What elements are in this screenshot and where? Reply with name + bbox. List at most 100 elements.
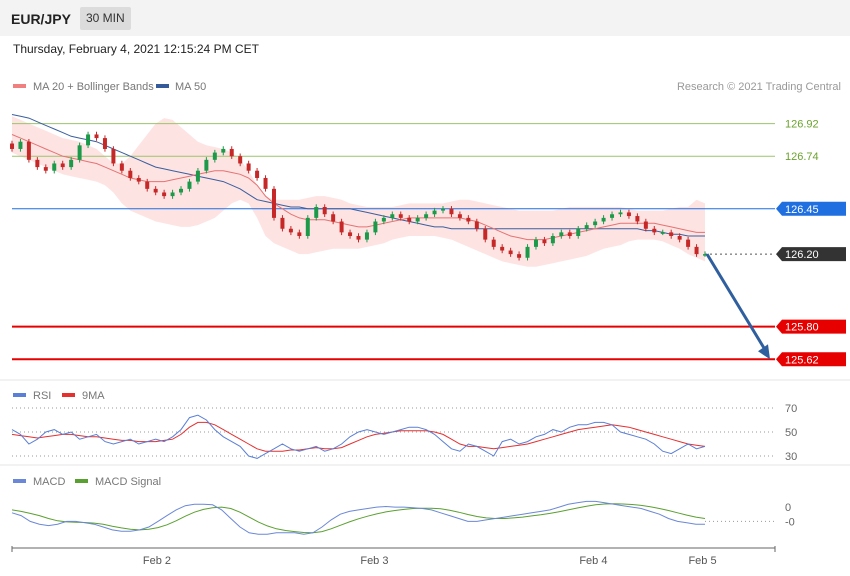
rsi-tick-label: 50	[785, 427, 797, 439]
candle-body	[43, 167, 48, 171]
candle-body	[111, 148, 116, 164]
x-axis-label: Feb 2	[143, 555, 171, 567]
ma50-line	[11, 114, 705, 237]
rsi-tick-label: 70	[785, 403, 797, 415]
candle-body	[339, 221, 344, 233]
level-label-126.20: 126.20	[785, 249, 819, 261]
candle-body	[669, 232, 674, 236]
candle-body	[26, 141, 31, 160]
candle-body	[441, 208, 446, 211]
legend-swatch-rsi	[13, 393, 26, 397]
rsi-9ma-line	[11, 421, 706, 452]
legend-swatch-ma20	[13, 84, 26, 88]
candle-body	[187, 181, 192, 189]
candle-body	[483, 228, 488, 240]
level-label-125.80: 125.80	[785, 322, 819, 334]
candle-body	[128, 170, 133, 178]
candle-body	[550, 236, 555, 244]
candle-body	[195, 170, 200, 182]
candle-body	[415, 217, 420, 222]
candle-body	[643, 221, 648, 229]
candle-body	[18, 141, 23, 149]
candle-body	[86, 134, 91, 146]
candle-body	[348, 232, 353, 236]
candle-body	[145, 181, 150, 189]
legend-macd-label: MACD	[33, 476, 65, 488]
candle-body	[703, 254, 707, 256]
level-tag-126.45	[776, 201, 846, 216]
candle-body	[407, 217, 412, 222]
legend-swatch-macd	[13, 479, 26, 483]
candle-body	[271, 188, 276, 218]
macd-signal-line	[11, 503, 706, 534]
candle-body	[491, 239, 496, 247]
legend-swatch-signal	[75, 479, 88, 483]
candle-body	[576, 228, 581, 236]
candle-body	[652, 228, 657, 233]
candle-body	[686, 239, 691, 247]
candle-body	[635, 216, 640, 222]
candle-body	[567, 232, 572, 236]
candle-body	[432, 210, 437, 215]
candle-body	[610, 214, 615, 218]
candle-body	[153, 188, 158, 193]
legend-rsi-label: RSI	[33, 390, 51, 402]
candle-body	[94, 134, 99, 139]
candle-body	[508, 250, 513, 255]
candle-body	[263, 177, 268, 189]
timeframe-button[interactable]: 30 MIN	[80, 7, 131, 30]
candle-body	[212, 152, 217, 160]
rsi-tick-label: 30	[785, 451, 797, 463]
candle-body	[229, 148, 234, 157]
candle-body	[331, 214, 336, 222]
candle-body	[449, 208, 454, 215]
candle-body	[102, 138, 107, 149]
legend-ma20-label: MA 20 + Bollinger Bands	[33, 81, 154, 93]
candle-body	[424, 214, 429, 218]
candle-body	[593, 221, 598, 226]
rsi-line	[11, 414, 706, 459]
chart-header: EUR/JPY 30 MIN	[0, 0, 850, 36]
legend-ma50-label: MA 50	[175, 81, 206, 93]
candle-body	[364, 232, 369, 240]
candle-body	[255, 170, 260, 178]
candle-body	[390, 214, 395, 218]
candle-body	[525, 246, 530, 258]
candle-body	[694, 246, 699, 255]
candle-body	[660, 232, 665, 234]
candle-body	[10, 143, 14, 149]
x-axis-label: Feb 4	[579, 555, 607, 567]
candle-body	[517, 254, 522, 258]
candle-body	[52, 163, 57, 171]
candle-body	[162, 192, 167, 197]
legend-9ma-label: 9MA	[82, 390, 105, 402]
forecast-arrow-shaft	[705, 253, 768, 353]
x-axis-label: Feb 5	[688, 555, 716, 567]
candle-body	[69, 159, 74, 168]
legend-swatch-9ma	[62, 393, 75, 397]
candle-body	[373, 221, 378, 233]
candle-body	[179, 188, 184, 193]
legend-signal-label: MACD Signal	[95, 476, 161, 488]
legend-swatch-ma50	[156, 84, 169, 88]
candle-body	[559, 232, 564, 236]
candle-body	[601, 217, 606, 222]
candle-body	[77, 145, 82, 160]
forecast-arrow-head	[758, 344, 770, 360]
candle-body	[356, 236, 361, 240]
level-label-126.74: 126.74	[785, 151, 819, 163]
candle-body	[457, 214, 462, 218]
level-tag-126.20	[776, 247, 846, 262]
bollinger-band	[12, 116, 705, 267]
candle-body	[322, 206, 327, 215]
candle-body	[626, 212, 631, 217]
ma20-line	[11, 134, 705, 241]
candle-body	[584, 225, 589, 229]
candle-body	[618, 212, 623, 215]
candle-body	[533, 239, 538, 247]
candle-body	[305, 217, 310, 236]
macd-line	[11, 500, 705, 535]
timestamp: Thursday, February 4, 2021 12:15:24 PM C…	[13, 42, 259, 56]
candle-body	[60, 163, 65, 168]
